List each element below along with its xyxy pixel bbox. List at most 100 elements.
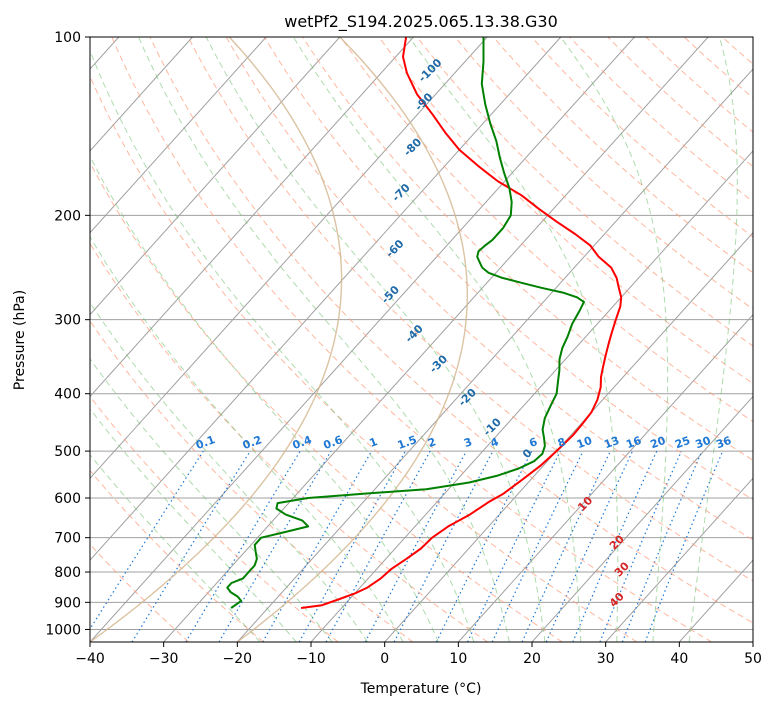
dry-adiabat <box>378 37 753 385</box>
x-tick-label: −40 <box>75 651 105 667</box>
grid-layer <box>90 37 753 642</box>
y-tick-label: 300 <box>54 313 81 329</box>
dry-adiabat <box>225 37 753 541</box>
moist-adiabat <box>90 49 475 642</box>
mixing-ratio-label: 6 <box>527 435 539 450</box>
mixing-ratio-label: 10 <box>575 434 594 452</box>
wet-bulb-label: -60 <box>383 237 406 260</box>
mixing-ratio-line <box>131 450 251 642</box>
mixing-ratio-line <box>185 450 301 642</box>
grid-isotherm <box>90 37 488 480</box>
dry-adiabat <box>607 37 753 168</box>
x-tick-label: 10 <box>449 651 467 667</box>
grid-isotherm <box>605 477 753 642</box>
grid-isotherm <box>310 150 753 642</box>
wet-bulb-label: -70 <box>390 181 413 204</box>
mixing-ratio-line <box>218 450 332 642</box>
mixing-ratio-label: 13 <box>602 434 621 451</box>
reference-curves <box>90 37 468 642</box>
mixing-ratio-lines <box>90 450 724 642</box>
dry-adiabat <box>111 37 712 642</box>
dry-adiabat <box>645 37 753 133</box>
dewpoint-profile <box>226 37 585 609</box>
y-tick-label: 800 <box>54 565 81 581</box>
wet-bulb-label: -10 <box>481 415 504 438</box>
theta-e-label: 10 <box>575 494 595 514</box>
wet-bulb-label: -30 <box>427 352 450 375</box>
grid-isotherm <box>457 313 753 642</box>
mixing-ratio-label: 36 <box>714 434 733 452</box>
x-tick-label: −20 <box>223 651 253 667</box>
x-tick-label: 30 <box>597 651 615 667</box>
mixing-ratio-label: 30 <box>694 434 713 452</box>
moist-adiabat <box>138 37 510 642</box>
y-tick-label: 900 <box>54 595 81 611</box>
mixing-ratio-line <box>262 450 373 642</box>
dry-adiabat <box>90 395 339 642</box>
profile-series <box>226 37 623 609</box>
mixing-ratio-label: 0.2 <box>241 433 264 452</box>
y-axis: 100 200 300 400 500 600 700 800 900 1000 <box>45 30 90 638</box>
temperature-profile <box>300 37 623 609</box>
y-tick-label: 600 <box>54 491 81 507</box>
moist-adiabat <box>560 37 669 642</box>
wet-bulb-label: -40 <box>403 322 426 345</box>
mixing-ratio-line <box>466 450 561 642</box>
y-tick-label: 200 <box>54 208 81 224</box>
chart-title: wetPf2_S194.2025.065.13.38.G30 <box>284 12 558 32</box>
mixing-ratio-line <box>621 450 703 642</box>
moist-adiabat <box>90 408 297 642</box>
dry-adiabat <box>454 37 753 310</box>
dry-adiabat <box>416 37 753 347</box>
grid-isotherm <box>384 231 753 642</box>
y-tick-label: 500 <box>54 444 81 460</box>
dry-adiabat <box>683 37 753 99</box>
x-tick-label: −10 <box>296 651 326 667</box>
dry-adiabat <box>149 37 753 624</box>
wet-bulb-label: -50 <box>379 283 402 306</box>
moist-adiabat <box>293 37 582 642</box>
theta-e-label: 40 <box>607 590 627 610</box>
wet-bulb-label: -20 <box>456 386 479 409</box>
dry-adiabat-lines <box>90 37 753 642</box>
mixing-ratio-label: 0.1 <box>194 433 217 452</box>
grid-isotherm <box>90 37 267 234</box>
dry-adiabat <box>90 469 264 642</box>
x-tick-label: −30 <box>149 651 179 667</box>
mixing-ratio-label: 16 <box>624 434 643 452</box>
y-tick-label: 1000 <box>45 622 81 638</box>
mixing-ratio-line <box>90 450 204 631</box>
moist-adiabat <box>688 37 738 642</box>
mixing-ratio-line <box>364 450 467 642</box>
moist-adiabat-lines <box>90 37 738 642</box>
dry-adiabat <box>90 543 190 642</box>
x-tick-label: 50 <box>744 651 762 667</box>
moist-adiabat <box>90 358 333 642</box>
moist-adiabat <box>205 37 546 642</box>
grid-isotherm <box>236 68 753 642</box>
dry-adiabat <box>90 161 563 642</box>
grid-isotherm <box>752 641 753 642</box>
mixing-ratio-label: 20 <box>649 434 668 452</box>
x-axis-label: Temperature (°C) <box>360 681 482 697</box>
y-tick-label: 100 <box>54 30 81 46</box>
x-axis: −40 −30 −20 −10 0 10 20 30 40 50 <box>75 642 762 667</box>
mixing-ratio-line <box>325 450 431 642</box>
mixing-ratio-label: 0.4 <box>291 433 314 452</box>
grid-isotherm <box>90 37 414 398</box>
x-tick-label: 20 <box>523 651 541 667</box>
reference-curve <box>90 37 343 642</box>
grid-isotherm <box>90 37 635 642</box>
dry-adiabat <box>90 320 414 642</box>
dry-adiabat <box>531 37 753 238</box>
y-tick-label: 400 <box>54 387 81 403</box>
moist-adiabat <box>90 453 261 642</box>
moist-adiabat <box>90 235 404 642</box>
mixing-ratio-label: 1 <box>368 435 380 450</box>
reference-curve <box>236 37 468 642</box>
grid-isotherm <box>90 37 193 152</box>
y-tick-label: 700 <box>54 531 81 547</box>
x-tick-label: 40 <box>670 651 688 667</box>
mixing-ratio-label: 8 <box>556 435 568 450</box>
wet-bulb-label: -100 <box>416 56 445 85</box>
